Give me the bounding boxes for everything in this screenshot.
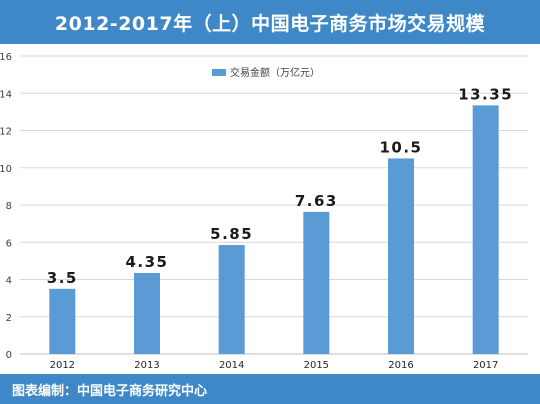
x-tick-label-2016: 2016 xyxy=(388,360,413,371)
gridlines xyxy=(20,55,528,355)
bar-2014 xyxy=(218,245,245,354)
bar-2012 xyxy=(49,288,76,354)
chart-title: 2012-2017年（上）中国电子商务市场交易规模 xyxy=(54,12,486,35)
x-tick-label-2017: 2017 xyxy=(473,360,498,371)
bar-chart: 0 2 4 6 8 10 12 14 16 3.5 4.35 5.85 7.63 10.5 13.35 2… xyxy=(0,52,528,371)
y-tick-label: 10 xyxy=(0,164,12,175)
x-tick-label-2015: 2015 xyxy=(304,360,329,371)
y-tick-label: 2 xyxy=(6,313,12,324)
chart-area: 0 2 4 6 8 10 12 14 16 3.5 4.35 5.85 7.63 10.5 13.35 2… xyxy=(0,44,540,374)
y-tick-label: 6 xyxy=(6,238,12,249)
value-label-2014: 5.85 xyxy=(210,225,253,243)
value-labels: 3.5 4.35 5.85 7.63 10.5 13.35 xyxy=(47,85,513,287)
value-label-2012: 3.5 xyxy=(47,269,78,287)
y-tick-label: 8 xyxy=(6,201,12,212)
x-tick-label-2012: 2012 xyxy=(50,360,75,371)
y-tick-label: 12 xyxy=(0,127,12,138)
legend: 交易金额（万亿元） xyxy=(212,66,320,79)
x-tick-label-2013: 2013 xyxy=(134,360,159,371)
footer-source: 图表编制：中国电子商务研究中心 xyxy=(12,383,208,399)
y-tick-label: 16 xyxy=(0,52,12,63)
x-axis: 2012 2013 2014 2015 2016 2017 xyxy=(50,360,499,371)
title-bar: 2012-2017年（上）中国电子商务市场交易规模 xyxy=(0,0,540,44)
bars xyxy=(49,105,499,354)
value-label-2016: 10.5 xyxy=(379,138,422,156)
bar-2017 xyxy=(472,105,499,354)
value-label-2013: 4.35 xyxy=(125,253,168,271)
y-tick-label: 14 xyxy=(0,89,12,100)
y-tick-label: 4 xyxy=(6,276,12,287)
value-label-2017: 13.35 xyxy=(458,85,513,103)
y-axis: 0 2 4 6 8 10 12 14 16 xyxy=(0,52,12,361)
footer-bar: 图表编制：中国电子商务研究中心 xyxy=(0,374,540,404)
legend-swatch xyxy=(212,69,226,76)
legend-label: 交易金额（万亿元） xyxy=(230,66,320,79)
bar-2013 xyxy=(134,272,160,354)
x-tick-label-2014: 2014 xyxy=(219,360,244,371)
value-label-2015: 7.63 xyxy=(295,192,338,210)
bar-2015 xyxy=(303,211,330,354)
bar-2016 xyxy=(388,158,414,354)
y-tick-label: 0 xyxy=(6,350,12,361)
